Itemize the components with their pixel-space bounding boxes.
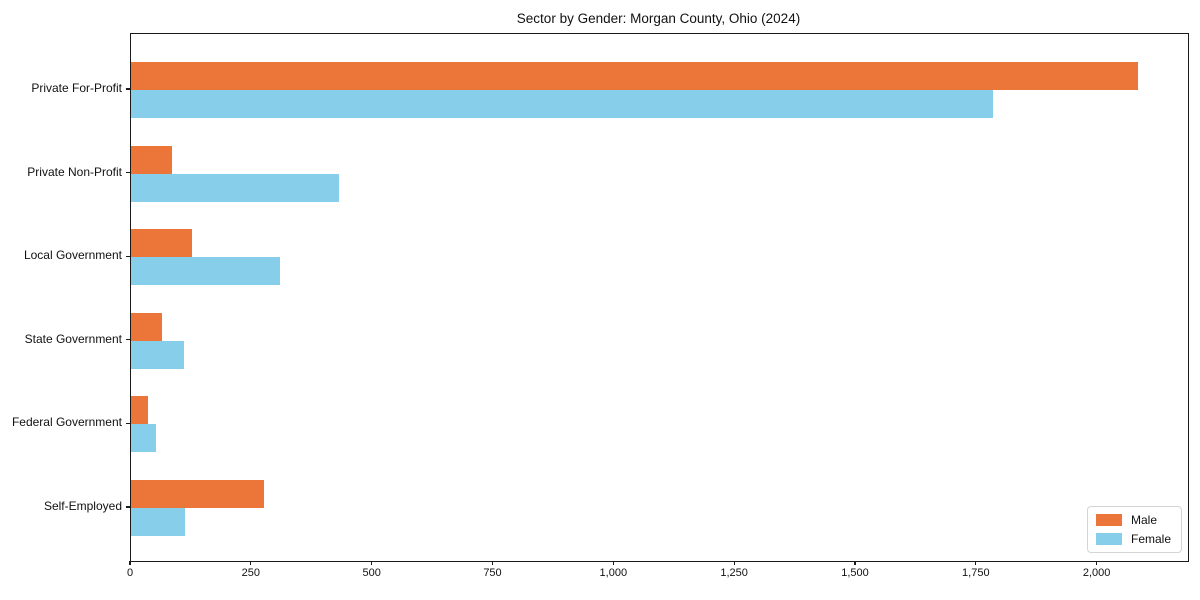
x-tick-mark [975,561,977,565]
bar-male-3 [131,312,162,341]
y-tick-mark [126,255,130,257]
x-tick-label: 0 [126,567,134,579]
legend-swatch-male [1095,514,1122,526]
x-tick-mark [371,561,373,565]
legend-label-male: Male [1130,513,1157,527]
y-tick-mark [126,422,130,424]
bar-female-1 [131,173,339,202]
x-tick-mark [250,561,252,565]
y-tick-mark [126,172,130,174]
legend-entry-male: Male [1095,513,1171,527]
bar-female-3 [131,340,185,369]
y-tick-label-3: State Government [24,331,122,346]
y-tick-label-5: Self-Employed [43,499,122,513]
x-tick-mark [491,561,494,565]
bar-male-1 [131,145,173,174]
y-tick-label-1: Private Non-Profit [27,164,122,179]
x-tick-label: 1,750 [962,567,990,579]
x-tick-label: 1,000 [599,567,628,579]
y-tick-label-0: Private For-Profit [31,81,122,95]
bar-female-4 [131,424,157,453]
x-tick-mark [129,561,131,565]
x-tick-label: 2,000 [1082,567,1111,579]
x-tick-label: 750 [483,567,502,579]
x-tick-label: 250 [241,567,260,579]
legend-label-female: Female [1130,532,1171,546]
bar-female-5 [131,508,186,536]
y-tick-mark [126,506,130,508]
x-tick-label: 500 [362,567,381,579]
bar-male-2 [131,229,192,258]
x-tick-mark [854,561,856,565]
x-tick-mark [733,561,735,565]
x-tick-label: 1,250 [720,567,748,579]
plot-area: Male Female [130,33,1189,562]
chart-title: Sector by Gender: Morgan County, Ohio (2… [516,11,801,26]
bar-male-4 [131,396,148,425]
bar-female-2 [131,257,280,286]
legend: Male Female [1086,506,1182,553]
bar-male-0 [131,62,1138,90]
legend-swatch-female [1095,533,1122,545]
x-tick-label: 1,500 [841,567,869,579]
x-tick-mark [1096,561,1098,565]
y-tick-label-2: Local Government [23,248,122,263]
y-tick-mark [126,88,130,90]
y-tick-label-4: Federal Government [11,415,122,430]
y-tick-mark [126,339,130,341]
x-tick-mark [612,561,614,565]
legend-entry-female: Female [1095,532,1171,546]
bar-female-0 [131,90,993,118]
bar-male-5 [131,480,264,508]
